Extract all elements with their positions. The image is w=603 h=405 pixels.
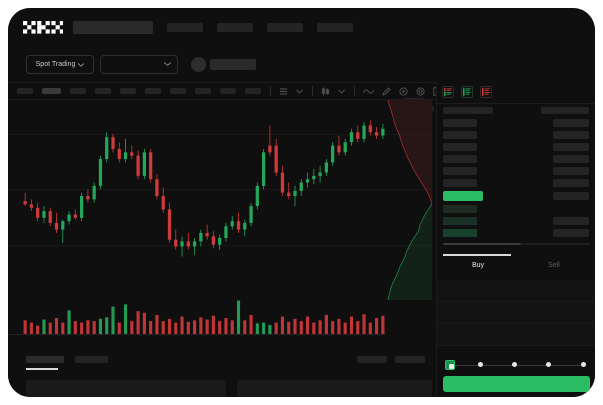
table-row[interactable] bbox=[553, 119, 589, 127]
table-row[interactable] bbox=[553, 179, 589, 187]
table-row[interactable] bbox=[443, 217, 477, 225]
timeframe-5[interactable] bbox=[120, 88, 136, 94]
nav-item-4[interactable] bbox=[317, 22, 353, 32]
tab-open-orders[interactable] bbox=[26, 356, 64, 363]
table-row[interactable] bbox=[553, 167, 589, 175]
orderbook-display-modes bbox=[441, 85, 493, 99]
market-subheader: Spot Trading bbox=[8, 46, 595, 111]
orderbook-header-right bbox=[541, 107, 589, 114]
timeframe-7[interactable] bbox=[170, 88, 186, 94]
bottom-card-1 bbox=[26, 380, 226, 397]
table-row[interactable] bbox=[443, 229, 477, 237]
slider-stop-50[interactable] bbox=[512, 362, 517, 367]
table-row[interactable] bbox=[443, 205, 477, 213]
table-row[interactable] bbox=[553, 155, 589, 163]
form-divider bbox=[437, 301, 595, 302]
chart-toolbar bbox=[8, 82, 595, 100]
okx-logo-icon[interactable] bbox=[23, 20, 63, 35]
market-type-dropdown[interactable]: Spot Trading bbox=[26, 55, 94, 74]
amount-field[interactable] bbox=[437, 302, 595, 323]
price-chart[interactable] bbox=[8, 100, 432, 348]
market-type-label: Spot Trading bbox=[35, 61, 76, 68]
chart-gridline bbox=[8, 189, 432, 190]
line-tool-icon[interactable] bbox=[363, 88, 374, 95]
settings-icon[interactable] bbox=[416, 86, 425, 96]
slider-stop-100[interactable] bbox=[581, 362, 586, 367]
timeframe-2[interactable] bbox=[42, 88, 61, 94]
timeframe-10[interactable] bbox=[245, 88, 261, 94]
timeframe-6[interactable] bbox=[145, 88, 161, 94]
panel-divider bbox=[437, 103, 595, 104]
coin-avatar-icon bbox=[191, 57, 206, 72]
indicators-icon[interactable] bbox=[279, 87, 288, 96]
volume-series bbox=[8, 300, 386, 335]
slider-handle[interactable] bbox=[445, 360, 455, 370]
orderbook-header-left bbox=[443, 107, 493, 114]
order-form-tabs: Buy Sell bbox=[437, 254, 595, 278]
form-divider bbox=[437, 323, 595, 324]
tab-sell[interactable]: Sell bbox=[548, 262, 560, 269]
pair-select-dropdown[interactable] bbox=[100, 55, 178, 74]
toolbar-divider-1 bbox=[270, 86, 271, 96]
table-row[interactable] bbox=[443, 119, 477, 127]
pair-name-label bbox=[210, 59, 256, 70]
bottom-action-2[interactable] bbox=[395, 356, 425, 363]
candlestick-series bbox=[23, 120, 385, 257]
table-row[interactable] bbox=[443, 179, 477, 187]
orderbook-list[interactable] bbox=[437, 105, 595, 239]
depth-chart-overlay bbox=[387, 100, 432, 300]
price-field[interactable] bbox=[437, 280, 595, 301]
table-row[interactable] bbox=[443, 167, 477, 175]
nav-item-1[interactable] bbox=[167, 22, 203, 32]
app-screen: Spot Trading bbox=[8, 8, 595, 397]
chevron-down-icon bbox=[164, 62, 171, 66]
table-row[interactable] bbox=[443, 155, 477, 163]
orders-panel bbox=[8, 348, 432, 397]
table-row[interactable] bbox=[443, 143, 477, 151]
slider-stop-75[interactable] bbox=[546, 362, 551, 367]
top-header bbox=[8, 8, 595, 46]
orderbook-scrollbar[interactable] bbox=[443, 243, 521, 245]
toolbar-divider-3 bbox=[354, 86, 355, 96]
table-row[interactable] bbox=[553, 229, 589, 237]
bottom-action-1[interactable] bbox=[357, 356, 387, 363]
timeframe-4[interactable] bbox=[95, 88, 111, 94]
bottom-card-2 bbox=[237, 380, 432, 397]
pencil-icon[interactable] bbox=[382, 86, 391, 96]
timeframe-3[interactable] bbox=[70, 88, 86, 94]
magnet-icon[interactable] bbox=[399, 86, 408, 96]
timeframe-1[interactable] bbox=[17, 88, 33, 94]
orderbook-mode-asks[interactable] bbox=[479, 85, 493, 99]
chevron-down-icon-2[interactable] bbox=[338, 89, 345, 94]
nav-item-3[interactable] bbox=[267, 22, 303, 32]
toolbar-divider-2 bbox=[312, 86, 313, 96]
orderbook-mode-bids[interactable] bbox=[460, 85, 474, 99]
amount-percent-slider[interactable] bbox=[445, 360, 588, 370]
orderbook-trade-panel: Buy Sell bbox=[436, 82, 595, 397]
table-row[interactable] bbox=[553, 192, 589, 200]
nav-item-2[interactable] bbox=[217, 22, 253, 32]
device-frame: Spot Trading bbox=[8, 8, 595, 397]
tab-buy[interactable]: Buy bbox=[471, 262, 485, 269]
slider-stop-25[interactable] bbox=[478, 362, 483, 367]
table-row[interactable] bbox=[553, 131, 589, 139]
timeframe-9[interactable] bbox=[220, 88, 236, 94]
chart-type-icon[interactable] bbox=[321, 87, 330, 96]
orderbook-mode-both[interactable] bbox=[441, 85, 455, 99]
table-row[interactable] bbox=[443, 131, 477, 139]
chart-gridline bbox=[8, 134, 432, 135]
table-row[interactable] bbox=[553, 217, 589, 225]
chevron-down-icon bbox=[78, 62, 85, 67]
orderbook-spread-row[interactable] bbox=[443, 191, 483, 201]
form-divider bbox=[437, 345, 595, 346]
total-field[interactable] bbox=[437, 324, 595, 345]
tab-active-indicator bbox=[443, 254, 511, 256]
table-row[interactable] bbox=[553, 143, 589, 151]
chevron-down-icon[interactable] bbox=[296, 89, 303, 94]
tab-order-history[interactable] bbox=[75, 356, 108, 363]
tab-active-indicator bbox=[26, 368, 58, 370]
search-input[interactable] bbox=[73, 20, 153, 34]
place-buy-order-button[interactable] bbox=[443, 376, 590, 392]
timeframe-8[interactable] bbox=[195, 88, 211, 94]
